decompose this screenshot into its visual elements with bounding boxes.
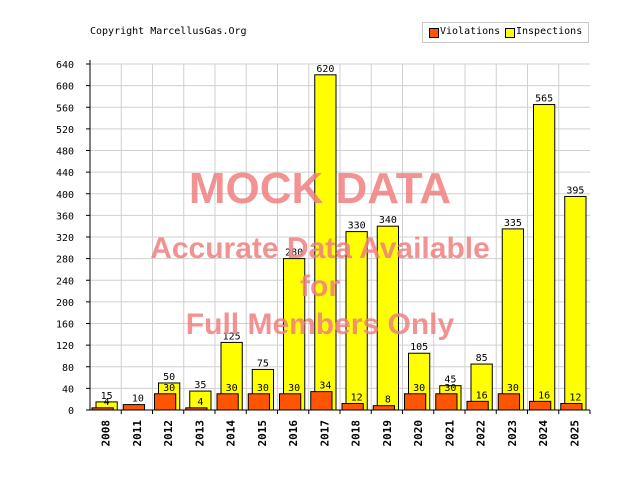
y-tick-label: 200: [56, 298, 74, 309]
data-label-violations: 16: [476, 390, 488, 401]
x-tick-label: 2019: [381, 420, 394, 447]
legend-label-inspections: Inspections: [516, 26, 583, 37]
bar-violations: [404, 393, 427, 411]
data-label-inspections: 125: [223, 331, 241, 342]
x-tick-label: 2018: [350, 420, 363, 447]
bar-violations: [497, 393, 520, 411]
y-tick-label: 440: [56, 168, 74, 179]
data-label-violations: 30: [288, 383, 300, 394]
y-tick-label: 640: [56, 60, 74, 71]
watermark-line-2: Accurate Data Available: [150, 232, 490, 265]
data-label-inspections: 15: [101, 391, 113, 402]
y-tick-label: 280: [56, 255, 74, 266]
y-tick-label: 80: [62, 363, 74, 374]
bar-violations: [154, 393, 177, 411]
y-tick-label: 40: [62, 384, 74, 395]
x-tick-label: 2016: [287, 420, 300, 447]
bar-violations: [560, 403, 583, 411]
data-label-violations: 30: [444, 383, 456, 394]
x-tick-label: 2025: [568, 420, 581, 447]
bar-violations: [466, 400, 489, 411]
data-label-inspections: 335: [504, 218, 522, 229]
data-label-inspections: 565: [535, 94, 553, 105]
data-label-inspections: 280: [285, 248, 303, 259]
y-tick-labels: 0 40 80 120 160 200 240 280 320 360 400 440 480 520 56…: [56, 60, 74, 417]
bar-violations: [247, 393, 270, 411]
data-label-inspections: 105: [410, 342, 428, 353]
bar-inspections: [533, 104, 556, 411]
data-label-violations: 16: [538, 390, 550, 401]
x-tick-label: 2015: [256, 420, 269, 447]
data-label-inspections: 620: [316, 64, 334, 75]
data-label-violations: 30: [257, 383, 269, 394]
watermark-line-4: Full Members Only: [186, 308, 455, 341]
chart-legend: Violations Inspections: [422, 22, 589, 43]
data-label-inspections: 340: [379, 215, 397, 226]
y-tick-label: 560: [56, 103, 74, 114]
bar-violations: [122, 404, 145, 411]
x-tick-label: 2008: [100, 420, 113, 447]
y-tick-label: 520: [56, 125, 74, 136]
data-label-violations: 30: [413, 383, 425, 394]
x-tick-label: 2020: [412, 420, 425, 447]
x-tick-label: 2017: [318, 420, 331, 447]
bar-violations: [310, 391, 333, 411]
x-tick-label: 2024: [537, 420, 550, 447]
data-label-violations: 4: [197, 397, 203, 408]
axes: [86, 60, 591, 414]
watermark: MOCK DATA Accurate Data Available for Fu…: [150, 164, 490, 341]
x-tick-label: 2014: [225, 420, 238, 447]
data-label-inspections: 395: [566, 185, 584, 196]
legend-swatch-violations: [429, 28, 439, 38]
x-tick-label: 2023: [506, 420, 519, 447]
data-label-violations: 10: [132, 394, 144, 405]
bar-violations: [341, 403, 364, 411]
data-label-violations: 12: [569, 393, 581, 404]
x-tick-label: 2021: [443, 420, 456, 447]
bar-inspections: [564, 195, 587, 411]
y-tick-label: 480: [56, 147, 74, 158]
y-tick-label: 160: [56, 320, 74, 331]
watermark-line-1: MOCK DATA: [189, 164, 451, 213]
data-label-violations: 30: [163, 383, 175, 394]
x-tick-label: 2022: [475, 420, 488, 447]
data-label-inspections: 330: [348, 221, 366, 232]
data-label-inspections: 35: [194, 380, 206, 391]
x-tick-labels: 2008 2011 2012 2013 2014 2015 2016 2017 2018 2019…: [100, 420, 582, 447]
data-label-inspections: 50: [163, 372, 175, 383]
data-label-violations: 8: [385, 395, 391, 406]
y-tick-label: 400: [56, 190, 74, 201]
data-label-inspections: 45: [444, 375, 456, 386]
data-label-violations: 4: [104, 397, 110, 408]
y-tick-label: 320: [56, 233, 74, 244]
watermark-line-3: for: [300, 270, 340, 303]
copyright-text: Copyright MarcellusGas.Org: [90, 26, 247, 37]
data-label-inspections: 85: [476, 353, 488, 364]
data-label-violations: 12: [351, 393, 363, 404]
data-label-violations: 34: [319, 381, 331, 392]
y-tick-label: 360: [56, 211, 74, 222]
legend-swatch-inspections: [505, 28, 515, 38]
bar-violations: [216, 393, 239, 411]
legend-label-violations: Violations: [440, 26, 501, 37]
y-tick-label: 0: [68, 406, 74, 417]
x-tick-label: 2013: [193, 420, 206, 447]
bars: [91, 74, 587, 411]
bar-violations: [435, 393, 458, 411]
bar-violations: [372, 405, 395, 411]
x-tick-label: 2011: [131, 420, 144, 447]
bar-violations: [279, 393, 302, 411]
x-tick-label: 2012: [162, 420, 175, 447]
data-label-violations: 30: [507, 383, 519, 394]
y-tick-label: 240: [56, 276, 74, 287]
data-label-inspections: 75: [257, 358, 269, 369]
y-tick-label: 600: [56, 82, 74, 93]
bar-violations: [529, 400, 552, 411]
data-label-violations: 30: [226, 383, 238, 394]
y-tick-label: 120: [56, 341, 74, 352]
